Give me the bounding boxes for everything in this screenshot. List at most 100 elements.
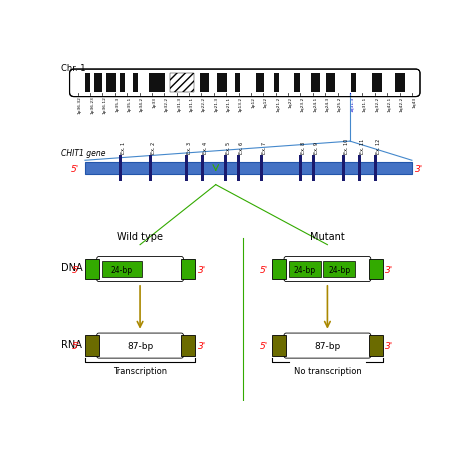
Bar (119, 156, 122, 182)
FancyBboxPatch shape (97, 333, 183, 359)
Text: 1p33: 1p33 (152, 97, 156, 107)
Text: 24-bp: 24-bp (294, 265, 316, 274)
FancyBboxPatch shape (284, 257, 371, 282)
Bar (85, 336, 99, 356)
Text: Ex. 8: Ex. 8 (301, 142, 306, 154)
Bar (85, 259, 99, 280)
Text: 87-bp: 87-bp (127, 341, 153, 350)
Text: 1p21.1: 1p21.1 (227, 97, 230, 111)
Text: Ex. 10: Ex. 10 (344, 139, 348, 154)
Text: 1p31.1: 1p31.1 (190, 97, 193, 111)
Bar (85, 74, 91, 93)
Text: 1p13.2: 1p13.2 (239, 97, 243, 111)
Bar (312, 156, 315, 182)
Text: 3': 3' (198, 265, 206, 274)
Text: No transcription: No transcription (293, 366, 361, 375)
Bar (181, 336, 195, 356)
Text: 1p36.12: 1p36.12 (103, 97, 107, 114)
Text: 3': 3' (385, 341, 394, 350)
Bar (369, 336, 383, 356)
Text: CHIT1 gene: CHIT1 gene (61, 148, 106, 157)
Text: 1p35.1: 1p35.1 (128, 97, 131, 111)
Text: 24-bp: 24-bp (111, 265, 133, 274)
Bar (374, 156, 377, 182)
Bar (217, 74, 227, 93)
Bar (272, 336, 286, 356)
Bar (273, 74, 279, 93)
Bar (235, 74, 240, 93)
Bar (272, 259, 286, 280)
FancyBboxPatch shape (284, 333, 371, 359)
Text: 1q24.3: 1q24.3 (326, 97, 329, 111)
Text: 24-bp: 24-bp (328, 265, 350, 274)
Text: 3': 3' (385, 265, 394, 274)
Text: 1p21.3: 1p21.3 (214, 97, 218, 111)
Text: 1q42.1: 1q42.1 (388, 97, 392, 111)
Text: 1q22: 1q22 (289, 97, 292, 107)
Text: Chr. 1: Chr. 1 (61, 64, 86, 72)
Bar (310, 74, 320, 93)
Text: 1p34.2: 1p34.2 (140, 97, 144, 111)
FancyBboxPatch shape (97, 257, 183, 282)
Text: 3': 3' (415, 164, 423, 173)
Text: Ex. 7: Ex. 7 (262, 142, 267, 154)
Bar (299, 156, 302, 182)
Bar (260, 156, 263, 182)
FancyBboxPatch shape (70, 70, 420, 97)
Bar (200, 74, 210, 93)
Text: 5': 5' (260, 265, 268, 274)
Text: 1q21.2: 1q21.2 (276, 97, 280, 111)
Text: Ex. 1: Ex. 1 (121, 142, 126, 154)
Text: 1p36.23: 1p36.23 (91, 97, 94, 114)
Text: 5': 5' (73, 341, 81, 350)
Text: 1p22.2: 1p22.2 (202, 97, 206, 111)
Text: 1q23.2: 1q23.2 (301, 97, 305, 111)
Bar (351, 74, 356, 93)
Text: Transcription: Transcription (113, 366, 167, 375)
Text: RNA: RNA (61, 339, 82, 349)
Bar (201, 156, 204, 182)
Text: 1q31.1: 1q31.1 (363, 97, 367, 111)
Text: 1q43: 1q43 (412, 97, 416, 107)
Bar (185, 156, 188, 182)
FancyBboxPatch shape (85, 163, 412, 175)
Text: 1p31.3: 1p31.3 (177, 97, 181, 111)
Bar (395, 74, 404, 93)
Text: Ex. 4: Ex. 4 (203, 142, 208, 154)
Bar (294, 74, 300, 93)
Bar (149, 156, 152, 182)
Bar (372, 74, 382, 93)
Text: 5': 5' (71, 164, 80, 173)
Bar (342, 156, 345, 182)
Text: 87-bp: 87-bp (314, 341, 340, 350)
Bar (102, 261, 142, 278)
Bar (224, 156, 227, 182)
Text: Ex. 6: Ex. 6 (239, 142, 244, 154)
Text: 1q42.2: 1q42.2 (400, 97, 404, 111)
Text: Mutant: Mutant (310, 232, 345, 242)
Text: 3': 3' (198, 341, 206, 350)
Bar (358, 156, 361, 182)
Text: Ex. 2: Ex. 2 (151, 142, 156, 154)
Text: 1q25.2: 1q25.2 (338, 97, 342, 112)
Text: Ex. 11: Ex. 11 (360, 139, 365, 154)
Text: Ex. 9: Ex. 9 (314, 142, 319, 154)
Bar (106, 74, 116, 93)
Bar (149, 74, 164, 93)
Text: 1p36.32: 1p36.32 (78, 97, 82, 114)
Text: 1q24.1: 1q24.1 (313, 97, 317, 111)
Text: DNA: DNA (61, 262, 82, 273)
Text: Wild type: Wild type (117, 232, 163, 242)
Bar (170, 74, 194, 93)
Text: 1q12: 1q12 (264, 97, 268, 107)
Bar (237, 156, 240, 182)
Bar (181, 259, 195, 280)
Bar (133, 74, 138, 93)
Bar (323, 261, 356, 278)
Text: Ex. 3: Ex. 3 (187, 142, 191, 154)
Text: Ex. 5: Ex. 5 (226, 142, 231, 154)
Text: 1p35.3: 1p35.3 (115, 97, 119, 111)
Bar (326, 74, 336, 93)
Text: 1p12: 1p12 (251, 97, 255, 107)
Text: 1q32.2: 1q32.2 (375, 97, 379, 111)
